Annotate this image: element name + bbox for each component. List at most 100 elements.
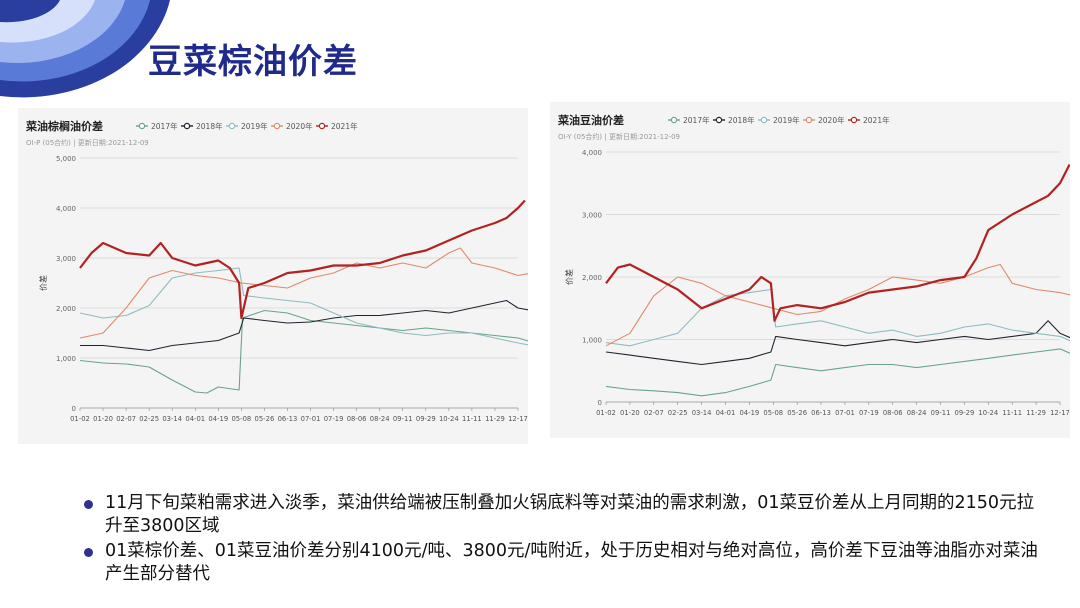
y-tick-label: 0 bbox=[598, 399, 602, 407]
chart-panel-right: 菜油豆油价差 OI-Y (05合约) | 更新日期:2021-12-09 2017年… bbox=[550, 102, 1070, 438]
x-tick-label: 01-20 bbox=[620, 409, 640, 417]
x-tick-label: 01-02 bbox=[70, 415, 90, 423]
chart-left: 菜油棕榈油价差 OI-P (05合约) | 更新日期:2021-12-092017… bbox=[25, 119, 528, 423]
chart-panel-left: 菜油棕榈油价差 OI-P (05合约) | 更新日期:2021-12-09 2017… bbox=[18, 108, 528, 444]
x-tick-label: 03-14 bbox=[692, 409, 712, 417]
chart-subtitle: OI-P (05合约) | 更新日期:2021-12-09 bbox=[26, 138, 149, 147]
legend-marker bbox=[850, 116, 858, 124]
x-tick-label: 07-19 bbox=[859, 409, 879, 417]
legend-marker bbox=[670, 116, 678, 124]
y-tick-label: 4,000 bbox=[56, 205, 76, 213]
legend-label: 2019年 bbox=[241, 121, 268, 131]
x-tick-label: 12-17 bbox=[508, 415, 528, 423]
series-line-2017 bbox=[605, 348, 1070, 397]
x-tick-label: 08-06 bbox=[347, 415, 367, 423]
y-tick-label: 1,000 bbox=[582, 337, 602, 345]
x-tick-label: 02-25 bbox=[139, 415, 159, 423]
legend-label: 2018年 bbox=[196, 121, 223, 131]
y-tick-label: 1,000 bbox=[56, 355, 76, 363]
chart-title: 菜油豆油价差 bbox=[557, 113, 624, 127]
x-tick-label: 08-24 bbox=[370, 415, 390, 423]
x-tick-label: 10-24 bbox=[439, 415, 459, 423]
x-tick-label: 01-20 bbox=[93, 415, 113, 423]
series-line-2019 bbox=[605, 288, 1070, 347]
y-tick-label: 3,000 bbox=[582, 212, 602, 220]
legend-label: 2021年 bbox=[331, 121, 358, 131]
bullet-text: 11月下旬菜粕需求进入淡季，菜油供给端被压制叠加火锅底料等对菜油的需求刺激，01… bbox=[105, 493, 1035, 536]
page-title: 豆菜棕油价差 bbox=[148, 42, 358, 82]
legend-label: 2020年 bbox=[818, 115, 845, 125]
chart-subtitle: OI-Y (05合约) | 更新日期:2021-12-09 bbox=[558, 132, 680, 141]
x-tick-label: 05-08 bbox=[231, 415, 251, 423]
legend-marker bbox=[183, 122, 191, 130]
legend-marker bbox=[805, 116, 813, 124]
series-line-2018 bbox=[605, 320, 1070, 366]
x-tick-label: 02-25 bbox=[668, 409, 688, 417]
series-line-2018 bbox=[80, 299, 528, 352]
legend-marker bbox=[138, 122, 146, 130]
x-tick-label: 05-08 bbox=[763, 409, 783, 417]
x-tick-label: 06-13 bbox=[278, 415, 298, 423]
x-tick-label: 09-29 bbox=[955, 409, 975, 417]
legend-marker bbox=[273, 122, 281, 130]
y-tick-label: 3,000 bbox=[56, 255, 76, 263]
bullet-dot bbox=[84, 500, 93, 509]
x-tick-label: 11-11 bbox=[1002, 409, 1022, 417]
x-tick-label: 02-07 bbox=[116, 415, 136, 423]
y-tick-label: 4,000 bbox=[582, 149, 602, 157]
x-tick-label: 08-24 bbox=[907, 409, 927, 417]
x-tick-label: 10-24 bbox=[978, 409, 998, 417]
chart-right: 菜油豆油价差 OI-Y (05合约) | 更新日期:2021-12-092017年… bbox=[557, 113, 1070, 417]
chart-title: 菜油棕榈油价差 bbox=[25, 119, 103, 133]
x-tick-label: 04-19 bbox=[208, 415, 228, 423]
y-axis-label: 价差 bbox=[564, 269, 574, 285]
series-line-2019 bbox=[79, 267, 528, 346]
y-tick-label: 2,000 bbox=[582, 274, 602, 282]
y-tick-label: 2,000 bbox=[56, 305, 76, 313]
bullet-item: 11月下旬菜粕需求进入淡季，菜油供给端被压制叠加火锅底料等对菜油的需求刺激，01… bbox=[84, 492, 1044, 538]
legend-label: 2021年 bbox=[863, 115, 890, 125]
legend-label: 2017年 bbox=[683, 115, 710, 125]
x-tick-label: 07-01 bbox=[835, 409, 855, 417]
bullet-text: 01菜棕价差、01菜豆油价差分别4100元/吨、3800元/吨附近，处于历史相对… bbox=[105, 541, 1038, 584]
x-tick-label: 09-11 bbox=[931, 409, 951, 417]
x-tick-label: 04-01 bbox=[716, 409, 736, 417]
x-tick-label: 07-01 bbox=[301, 415, 321, 423]
legend-label: 2020年 bbox=[286, 121, 313, 131]
series-line-2020 bbox=[79, 247, 528, 339]
corner-decoration bbox=[0, 0, 170, 98]
legend-marker bbox=[760, 116, 768, 124]
legend-marker bbox=[715, 116, 723, 124]
x-tick-label: 08-06 bbox=[883, 409, 903, 417]
x-tick-label: 04-19 bbox=[739, 409, 759, 417]
legend-label: 2019年 bbox=[773, 115, 800, 125]
bullet-dot bbox=[84, 548, 93, 557]
bullet-item: 01菜棕价差、01菜豆油价差分别4100元/吨、3800元/吨附近，处于历史相对… bbox=[84, 540, 1044, 586]
x-tick-label: 11-29 bbox=[1026, 409, 1046, 417]
x-tick-label: 04-01 bbox=[185, 415, 205, 423]
legend-marker bbox=[318, 122, 326, 130]
series-line-2021 bbox=[605, 163, 1070, 322]
x-tick-label: 11-29 bbox=[485, 415, 505, 423]
x-tick-label: 09-29 bbox=[416, 415, 436, 423]
x-tick-label: 07-19 bbox=[324, 415, 344, 423]
x-tick-label: 05-26 bbox=[787, 409, 807, 417]
x-tick-label: 12-17 bbox=[1050, 409, 1070, 417]
x-tick-label: 03-14 bbox=[162, 415, 182, 423]
x-tick-label: 06-13 bbox=[811, 409, 831, 417]
y-axis-label: 价差 bbox=[38, 275, 48, 291]
legend-label: 2018年 bbox=[728, 115, 755, 125]
legend-label: 2017年 bbox=[151, 121, 178, 131]
legend-marker bbox=[228, 122, 236, 130]
x-tick-label: 01-02 bbox=[596, 409, 616, 417]
series-line-2017 bbox=[79, 309, 528, 394]
series-line-2021 bbox=[79, 199, 526, 320]
series-line-2020 bbox=[605, 263, 1070, 347]
bullet-list: 11月下旬菜粕需求进入淡季，菜油供给端被压制叠加火锅底料等对菜油的需求刺激，01… bbox=[84, 492, 1044, 588]
x-tick-label: 11-11 bbox=[462, 415, 482, 423]
y-tick-label: 0 bbox=[72, 405, 76, 413]
x-tick-label: 02-07 bbox=[644, 409, 664, 417]
x-tick-label: 09-11 bbox=[393, 415, 413, 423]
x-tick-label: 05-26 bbox=[255, 415, 275, 423]
y-tick-label: 5,000 bbox=[56, 155, 76, 163]
